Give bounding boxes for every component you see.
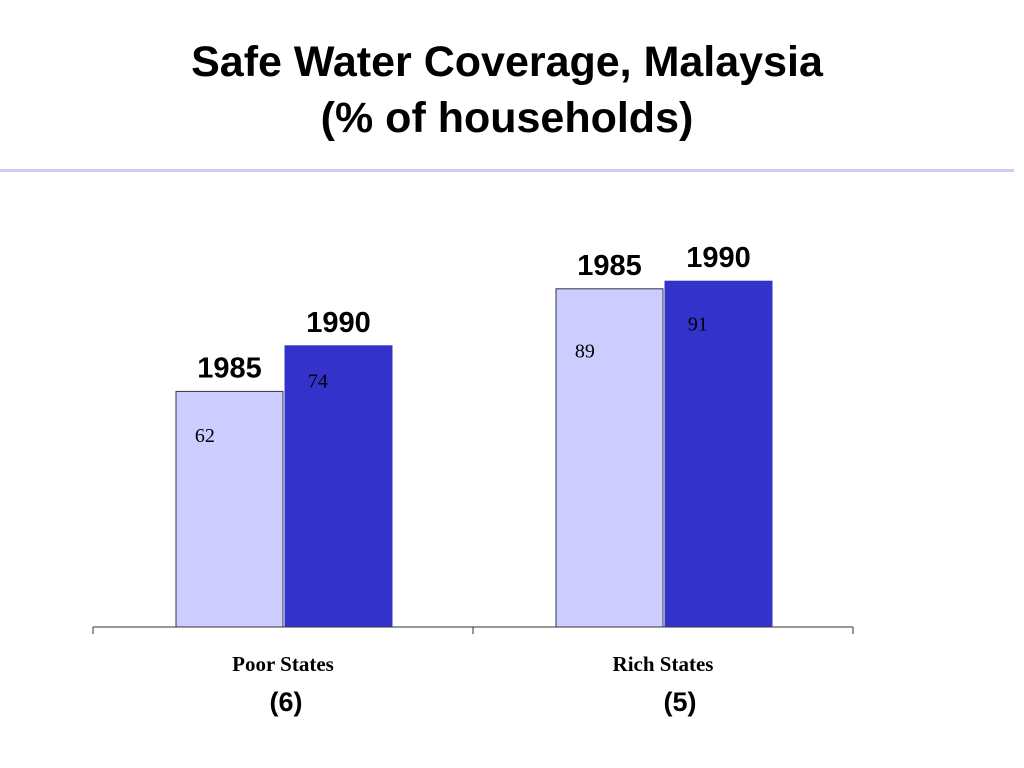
data-label-rich-states-1985: 89 [575,341,595,363]
chart-title-line: Safe Water Coverage, Malaysia [191,38,823,86]
title-divider [0,169,1014,172]
data-label-poor-states-1985: 62 [195,425,215,447]
bar-rich-states-1985 [555,288,664,628]
series-label-1985: 1985 [197,352,262,384]
data-label-rich-states-1990: 91 [688,314,708,336]
data-label-poor-states-1990: 74 [308,371,328,393]
category-count-poor-states: (6) [270,687,303,717]
series-label-1985: 1985 [577,250,642,282]
bar-poor-states-1990 [284,345,393,628]
series-label-1990: 1990 [306,307,371,339]
chart-subtitle: (% of households) [320,94,694,142]
chart-title: Safe Water Coverage, Malaysia (% of hous… [0,34,1014,146]
bar-poor-states-1985 [175,390,284,628]
category-label-poor-states: Poor States [232,652,334,676]
category-label-rich-states: Rich States [613,652,714,676]
bar-rich-states-1990 [664,280,773,628]
series-label-1990: 1990 [686,242,751,274]
category-count-rich-states: (5) [664,687,697,717]
